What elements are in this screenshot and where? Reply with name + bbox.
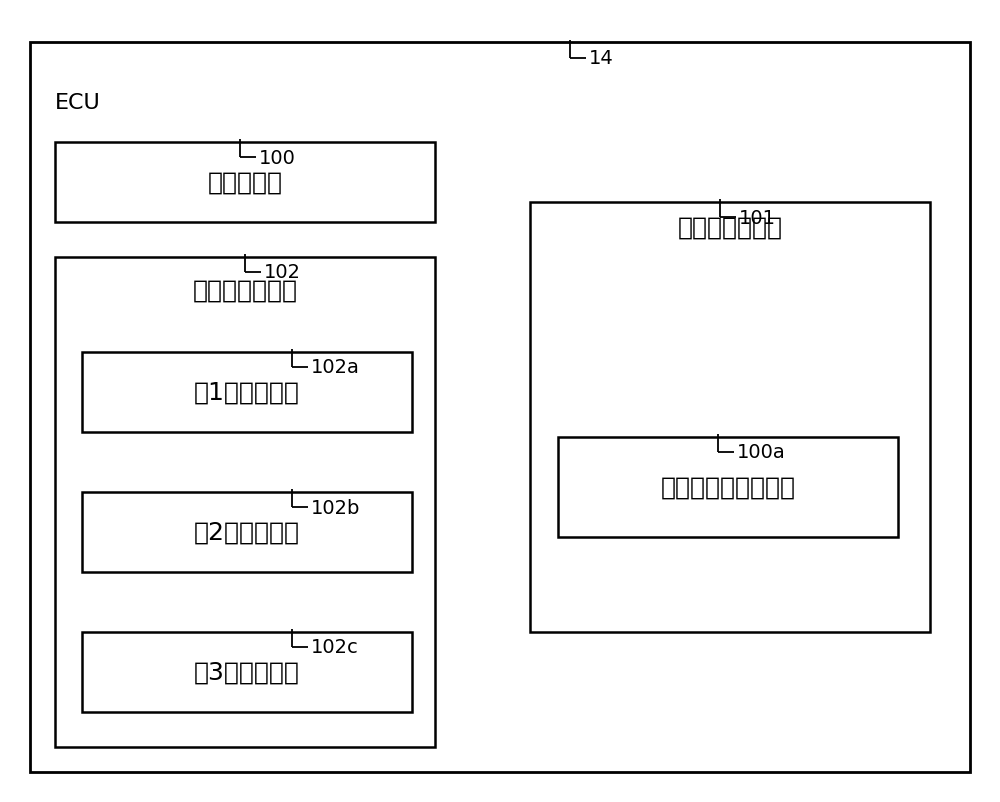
Text: 自身位置推定部: 自身位置推定部 (193, 278, 298, 302)
Text: 地图数据制作部: 地图数据制作部 (678, 216, 782, 240)
Text: 102a: 102a (311, 358, 360, 377)
Bar (530, 203, 930, 632)
Text: ECU: ECU (55, 93, 101, 113)
Bar (55, 143, 435, 223)
Text: 第2误差计算部: 第2误差计算部 (194, 520, 300, 545)
Text: 102c: 102c (311, 638, 359, 657)
Text: 14: 14 (589, 50, 614, 68)
Bar (82, 492, 412, 573)
Text: 地图数据误差计算部: 地图数据误差计算部 (660, 476, 796, 500)
Bar (82, 353, 412, 432)
Text: 图像获取部: 图像获取部 (208, 171, 283, 195)
Text: 100: 100 (259, 148, 296, 168)
Text: 102b: 102b (311, 498, 360, 516)
Bar (82, 632, 412, 712)
Bar (55, 257, 435, 747)
Text: 102: 102 (264, 263, 301, 282)
Text: 100a: 100a (737, 443, 786, 462)
Bar (558, 437, 898, 537)
Text: 第3误差计算部: 第3误差计算部 (194, 660, 300, 684)
Text: 第1误差计算部: 第1误差计算部 (194, 380, 300, 404)
Text: 101: 101 (739, 209, 776, 227)
